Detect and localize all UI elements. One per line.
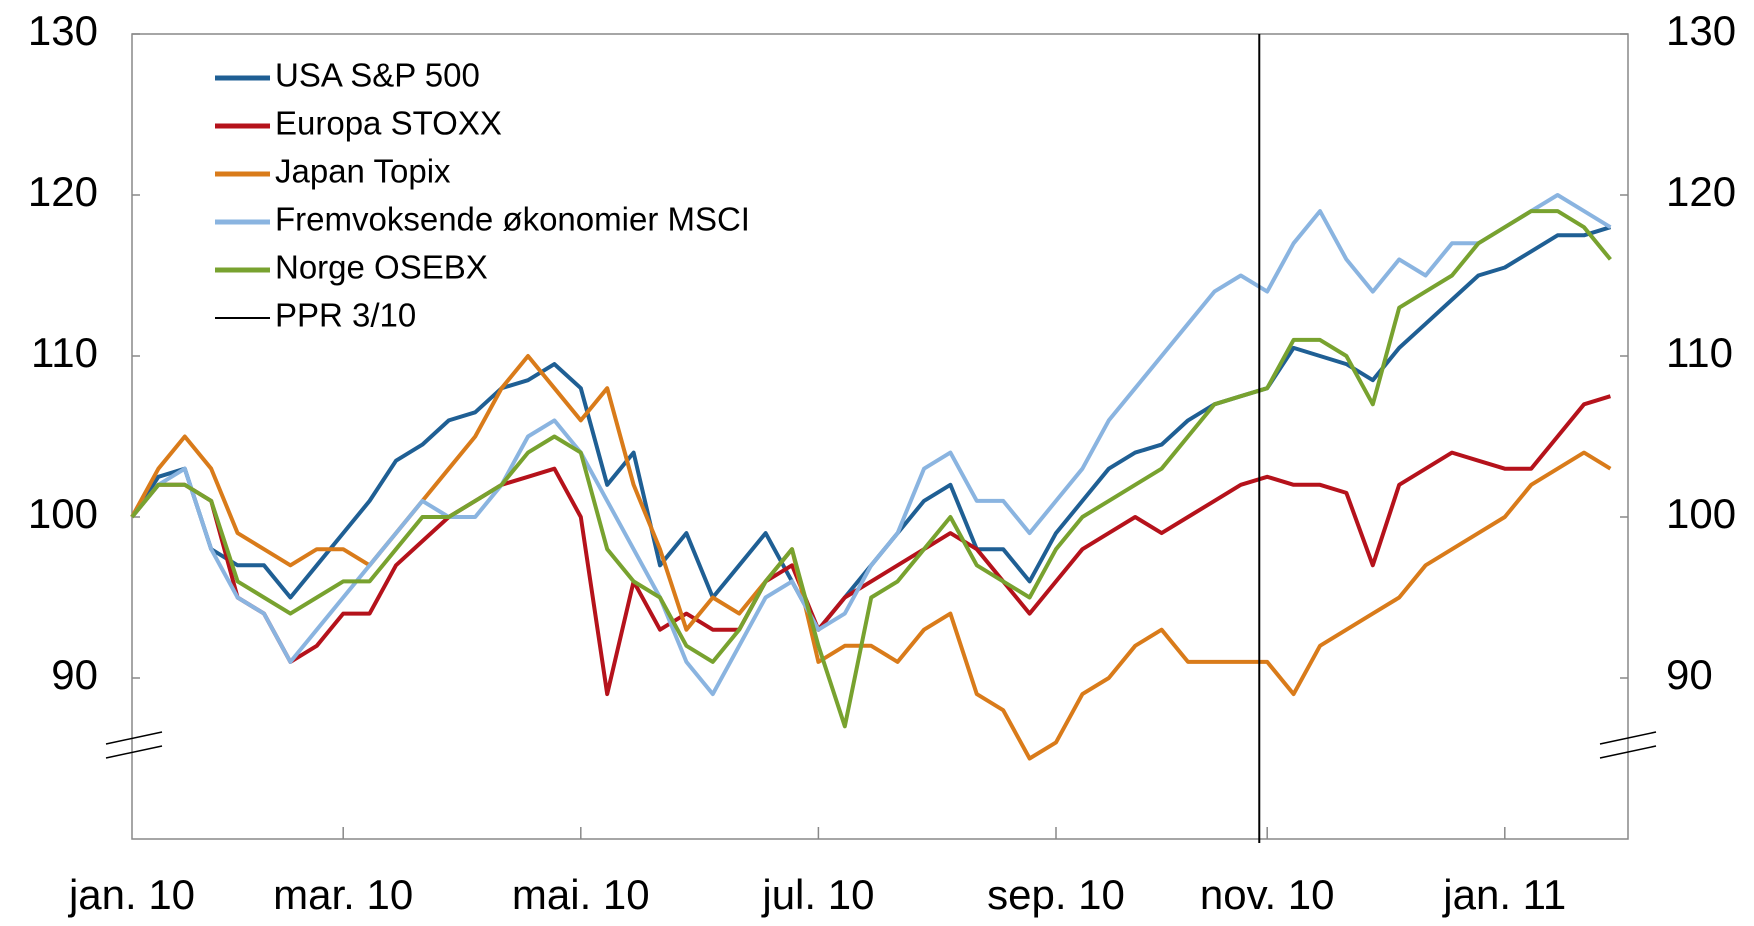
y-tick-label: 130 [28,7,98,54]
break-mark [1599,745,1657,759]
legend-label: PPR 3/10 [275,297,416,334]
y-tick-label: 100 [28,490,98,537]
y-tick-label: 120 [28,168,98,215]
x-tick-label: nov. 10 [1200,871,1335,918]
axis-break [105,731,1657,759]
break-mark [1599,731,1657,745]
series-line [130,193,1612,697]
y-tick-label: 90 [51,651,98,698]
y2-tick-label: 120 [1666,168,1736,215]
legend-label: Norge OSEBX [275,249,488,286]
x-tick-label: jul. 10 [760,871,874,918]
x-tick-label: sep. 10 [987,871,1125,918]
y2-tick-label: 130 [1666,7,1736,54]
x-tick-label: mar. 10 [273,871,413,918]
y-tick-label: 110 [31,329,98,376]
break-mark [105,745,163,759]
x-tick-label: mai. 10 [512,871,650,918]
series-line [130,209,1612,729]
series-line [130,354,1612,761]
legend-label: Fremvoksende økonomier MSCI [275,201,750,238]
legend-label: USA S&P 500 [275,57,480,94]
y2-tick-label: 110 [1666,329,1733,376]
plot-frame [131,33,1629,840]
series-line [130,394,1611,697]
break-mark [105,731,163,745]
y2-tick-label: 100 [1666,490,1736,537]
x-tick-label: jan. 10 [67,871,195,918]
legend-label: Europa STOXX [275,105,502,142]
y2-tick-label: 90 [1666,651,1713,698]
legend-label: Japan Topix [275,153,451,190]
x-tick-label: jan. 11 [1441,871,1566,918]
